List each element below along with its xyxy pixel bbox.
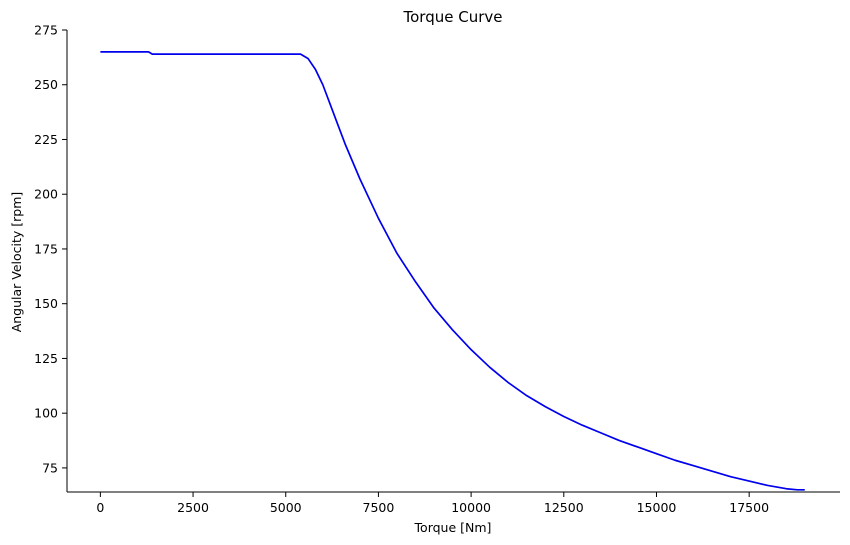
y-axis-ticks: 75 100 125 150 175 200 225 250 275: [34, 23, 67, 475]
x-tick-label: 5000: [270, 500, 302, 515]
y-tick-label: 75: [42, 460, 58, 475]
y-tick-label: 100: [34, 406, 58, 421]
chart-title: Torque Curve: [403, 8, 503, 26]
y-tick-label: 150: [34, 296, 58, 311]
y-tick-label: 250: [34, 77, 58, 92]
x-axis-ticks: 0 2500 5000 7500 10000 12500 15000 17500: [96, 492, 769, 515]
x-axis-title: Torque [Nm]: [414, 520, 492, 535]
y-tick-label: 125: [34, 351, 58, 366]
y-tick-label: 200: [34, 187, 58, 202]
x-tick-label: 17500: [729, 500, 769, 515]
y-tick-label: 275: [34, 23, 58, 38]
x-tick-label: 15000: [637, 500, 677, 515]
y-axis-title: Angular Velocity [rpm]: [9, 192, 24, 333]
y-tick-label: 175: [34, 241, 58, 256]
x-tick-label: 2500: [177, 500, 209, 515]
y-tick-label: 225: [34, 132, 58, 147]
series-line-0: [100, 51, 805, 491]
x-tick-label: 0: [96, 500, 104, 515]
x-tick-label: 12500: [544, 500, 584, 515]
x-tick-label: 10000: [451, 500, 491, 515]
x-tick-label: 7500: [363, 500, 395, 515]
plot-area: [100, 51, 805, 491]
